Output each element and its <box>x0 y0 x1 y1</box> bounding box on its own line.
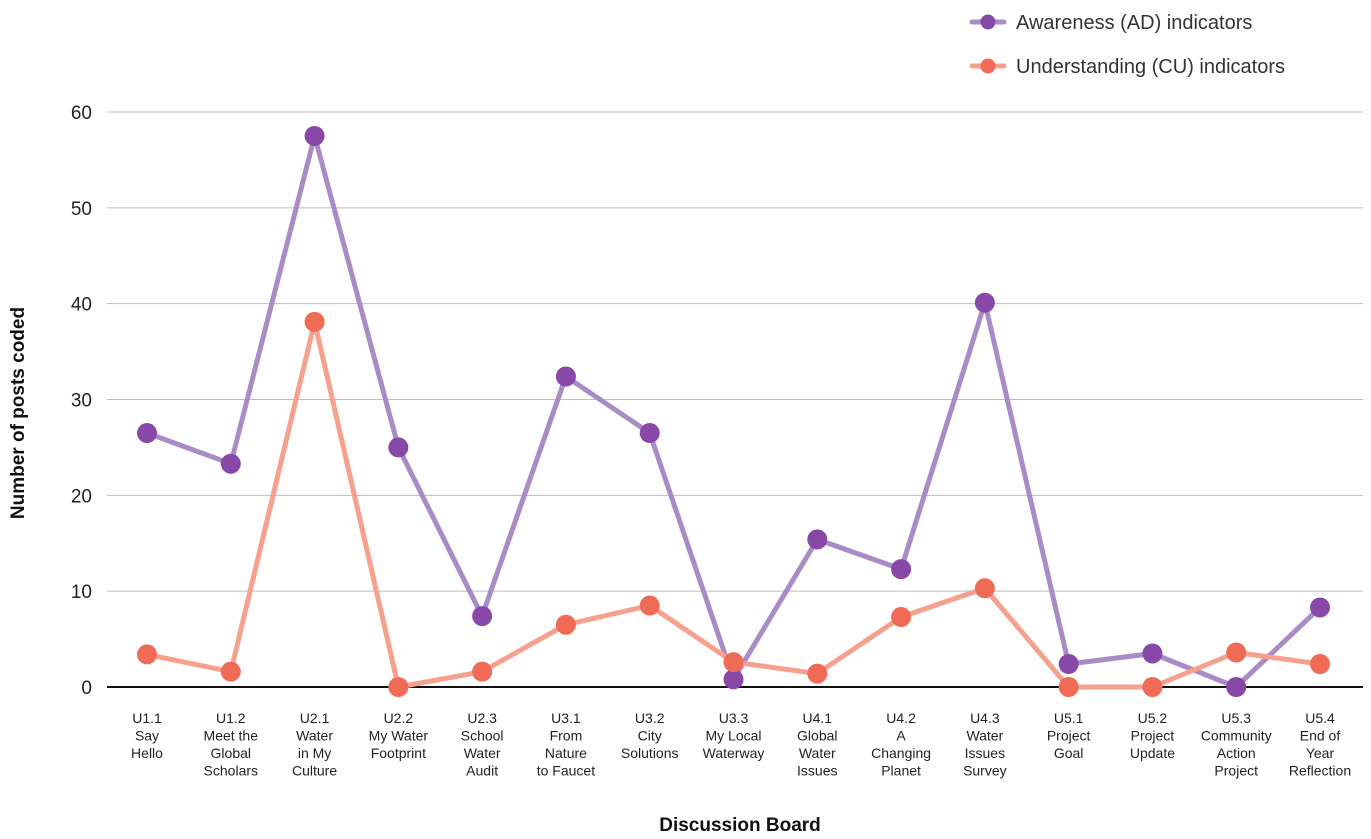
data-point-series-2 <box>639 595 660 616</box>
data-point-series-1 <box>137 423 157 444</box>
data-point-series-2 <box>1310 654 1330 674</box>
data-point-series-1 <box>388 437 409 458</box>
series-line-2 <box>144 319 1323 690</box>
legend-swatch-marker <box>980 58 996 74</box>
x-tick-label: U4.2 A Changing Planet <box>871 710 931 779</box>
data-point-series-1 <box>220 453 241 474</box>
series-layer <box>137 125 1330 697</box>
y-tick-label: 0 <box>81 678 92 699</box>
x-tick-label: U2.2 My Water Footprint <box>369 710 429 761</box>
x-tick-label: U3.2 City Solutions <box>621 710 679 761</box>
x-tick-label: U4.1 Global Water Issues <box>797 710 837 779</box>
data-point-series-2 <box>1058 677 1079 697</box>
series-markers <box>137 125 1330 697</box>
data-point-series-2 <box>137 644 157 665</box>
x-tick-label: U5.2 Project Update <box>1130 710 1175 761</box>
data-point-series-1 <box>1142 643 1163 664</box>
y-axis-title: Number of posts coded <box>8 307 29 519</box>
data-point-series-1 <box>639 423 660 444</box>
data-point-series-2 <box>807 663 828 684</box>
series-lines <box>144 133 1323 690</box>
y-tick-label: 20 <box>71 486 92 507</box>
y-tick-label: 60 <box>71 103 92 124</box>
data-point-series-2 <box>220 661 241 682</box>
x-tick-label: U3.1 From Nature to Faucet <box>537 710 595 779</box>
legend-swatch-marker <box>980 14 996 30</box>
data-point-series-1 <box>1226 677 1247 697</box>
data-point-series-1 <box>1058 654 1079 674</box>
x-tick-label: U2.1 Water in My Culture <box>292 710 337 779</box>
x-axis-categories: U1.1 Say Hello U1.2 Meet the Global Scholars U2… <box>131 710 1351 779</box>
data-point-series-2 <box>723 652 744 673</box>
data-point-series-2 <box>304 311 325 332</box>
data-point-series-1 <box>891 559 912 580</box>
x-tick-label: U1.1 Say Hello <box>131 710 163 761</box>
legend-label: Understanding (CU) indicators <box>1016 56 1285 78</box>
x-tick-label: U5.1 Project Goal <box>1047 710 1091 761</box>
legend-label: Awareness (AD) indicators <box>1016 12 1252 34</box>
data-point-series-1 <box>807 529 828 550</box>
series-line-1 <box>144 133 1323 690</box>
data-point-series-2 <box>974 578 995 599</box>
x-tick-label: U3.3 My Local Waterway <box>703 710 765 761</box>
y-tick-label: 50 <box>71 199 92 220</box>
data-point-series-1 <box>472 606 493 627</box>
data-point-series-1 <box>555 366 576 387</box>
data-point-series-1 <box>974 292 995 313</box>
data-point-series-1 <box>304 125 325 146</box>
data-point-series-1 <box>723 669 744 690</box>
y-tick-label: 40 <box>71 295 92 316</box>
gridlines <box>107 111 1363 592</box>
data-point-series-2 <box>555 614 576 635</box>
x-tick-label: U1.2 Meet the Global Scholars <box>204 710 259 779</box>
legend: Awareness (AD) indicators Understanding (… <box>969 12 1285 78</box>
data-point-series-2 <box>1142 677 1163 697</box>
data-point-series-1 <box>1310 597 1330 618</box>
data-point-series-2 <box>472 661 493 682</box>
data-point-series-2 <box>388 677 409 697</box>
x-tick-label: U5.4 End of Year Reflection <box>1289 710 1351 779</box>
y-tick-label: 10 <box>71 582 92 603</box>
y-axis-ticks: 0 10 20 30 40 50 60 <box>71 103 92 699</box>
x-axis-title: Discussion Board <box>659 815 821 836</box>
x-tick-label: U2.3 School Water Audit <box>461 710 504 779</box>
data-point-series-2 <box>1226 642 1247 663</box>
y-tick-label: 30 <box>71 391 92 412</box>
x-tick-label: U5.3 Community Action Project <box>1201 710 1272 779</box>
x-tick-label: U4.3 Water Issues Survey <box>963 710 1007 779</box>
data-point-series-2 <box>891 607 912 628</box>
